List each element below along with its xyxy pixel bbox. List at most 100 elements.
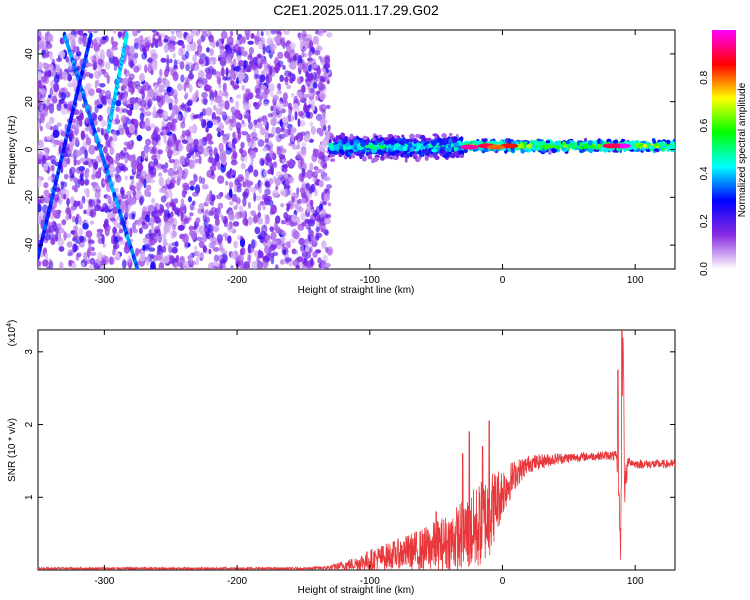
spectrogram-cell [565,140,571,145]
spectrogram-cell [175,254,180,263]
spectrogram-cell [441,133,447,139]
spectrogram-cell [153,158,159,166]
spectrogram-cell [264,155,270,166]
spectrogram-cell [167,212,171,219]
spectrogram-cell [74,136,79,146]
spectrogram-cell [288,106,293,111]
spectrogram-cell [112,251,116,256]
spectrogram-cell [416,156,422,160]
spectrogram-cell [198,138,203,147]
spectrogram-cell [107,204,113,210]
spectrogram-cell [349,133,354,140]
spectrogram-cell [236,55,242,61]
spectrogram-cell [118,127,125,136]
spectrogram-cell [223,218,228,228]
spectrogram-cell [217,238,222,245]
spectrogram-cell [623,147,627,153]
spectrogram-cell [272,116,277,127]
spectrogram-cell [308,64,312,72]
spectrogram-cell [96,127,101,133]
spectrogram-cell [191,159,196,169]
spectrogram-cell [39,212,44,218]
spectrogram-cell [115,114,119,121]
spectrogram-cell [309,121,314,128]
spectrogram-cell [172,108,176,118]
spectrogram-cell [299,244,305,253]
spectrogram-cell [524,146,528,152]
spectrogram-cell [254,226,261,235]
spectrogram-cell [379,144,386,150]
spectrogram-cell [112,56,119,67]
spectrogram-cell [364,145,370,149]
spectrogram-cell [308,40,314,49]
spectrogram-cell [377,138,384,142]
spectrogram-cell [325,104,331,110]
spectrogram-cell [160,57,167,63]
spectrogram-cell [247,201,251,209]
spectrogram-cell [384,137,390,141]
spectrogram-cell [164,70,169,78]
spectrogram-cell [70,262,77,269]
spectrogram-cell [168,159,176,164]
spectrogram-cell [318,128,324,137]
spectrogram-cell [62,193,67,200]
spectrogram-cell [324,56,331,65]
spectrogram-cell [157,244,163,252]
spectrogram-cell [127,53,135,62]
spectrogram-cell [58,91,62,99]
spectrogram-cell [189,142,195,152]
spectrogram-cell [189,212,194,217]
spectrogram-cell [393,135,398,139]
spectrogram-cell [270,165,274,176]
spectrogram-cell [296,187,300,195]
spectrogram-cell [158,74,163,85]
spectrogram-cell [92,30,99,34]
spectrogram-cell [301,142,307,148]
spectrogram-cell [288,176,295,184]
spectrogram-cell [369,143,375,150]
spectrogram-cell [248,53,253,58]
spectrogram-cell [282,159,286,164]
y-tick-label: 1 [24,494,35,500]
spectrogram-cell [60,91,66,101]
snr-y-axis: 123 [24,349,675,500]
spectrogram-cell [234,211,241,220]
spectrogram-cell [140,170,148,179]
spectrogram-cell [420,144,424,150]
spectrogram-cell [301,251,308,258]
spectrogram-cell [247,216,253,226]
spectrogram-cell [177,224,185,231]
spectrogram-cell [234,43,240,51]
spectrogram-cell [279,259,285,265]
spectrogram-cell [322,254,328,263]
spectrogram-cell [67,82,75,88]
spectrogram-cell [58,145,62,155]
spectrogram-cell [339,145,344,150]
spectrogram-cell [168,182,175,189]
spectrogram-cell [410,146,415,151]
spectrogram-cell [265,182,271,188]
spectrogram-cell [75,123,80,129]
spectrogram-cell [324,246,329,253]
spectrogram-cell [190,230,197,240]
spectrogram-cell [76,166,81,174]
spectrogram-cell [296,154,301,160]
spectrogram-cell [295,263,301,269]
spectrogram-cell [257,53,262,59]
spectrogram-cell [238,79,242,84]
spectrogram-cell [93,204,101,212]
spectrogram-cell [67,73,72,82]
spectrogram-cell [91,173,96,180]
spectrogram-cell [150,224,155,233]
spectrogram-cell [409,151,414,158]
spectrogram-cell [280,203,285,208]
spectrogram-cell [269,43,276,52]
spectrogram-cell [315,226,320,233]
spectrogram-cell [220,111,227,116]
spectrogram-cell [413,139,417,144]
spectrogram-cell [310,126,316,135]
spectrogram-cell [176,83,183,92]
spectrogram-cell [415,133,420,139]
spectrogram-cell [78,227,84,236]
spectrogram-cell [142,221,146,226]
